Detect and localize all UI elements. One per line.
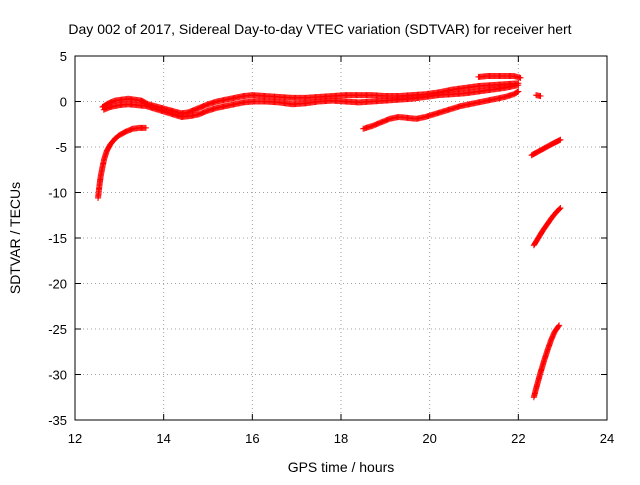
x-tick-label: 18 [334, 431, 348, 446]
data-point [514, 89, 521, 96]
x-tick-label: 12 [68, 431, 82, 446]
x-tick-label: 14 [156, 431, 170, 446]
y-tick-label: -25 [48, 322, 67, 337]
data-point [515, 88, 522, 95]
y-tick-label: 5 [60, 49, 67, 64]
y-tick-label: -35 [48, 413, 67, 428]
data-point [142, 124, 149, 131]
x-tick-label: 22 [511, 431, 525, 446]
x-tick-label: 20 [422, 431, 436, 446]
data-point [557, 204, 564, 211]
data-marks [95, 73, 564, 401]
ticks: 12 14 16 18 20 22 24 5 0 -5 -10 -15 -20 -25 -30 -35 [48, 49, 614, 446]
x-axis-label: GPS time / hours [288, 459, 395, 475]
data-point [557, 136, 564, 143]
data-point [556, 205, 563, 212]
y-tick-label: -15 [48, 231, 67, 246]
x-tick-label: 24 [600, 431, 614, 446]
y-tick-label: -20 [48, 277, 67, 292]
y-axis-label: SDTVAR / TECUs [7, 182, 23, 294]
y-tick-label: -30 [48, 368, 67, 383]
y-tick-label: -5 [55, 140, 67, 155]
chart-title: Day 002 of 2017, Sidereal Day-to-day VTE… [68, 21, 571, 37]
data-point [556, 322, 563, 329]
data-point [556, 137, 563, 144]
data-point [517, 74, 524, 81]
data-point [555, 323, 562, 330]
x-tick-label: 16 [245, 431, 259, 446]
y-tick-label: 0 [60, 95, 67, 110]
data-point [537, 93, 544, 100]
data-point [515, 82, 522, 89]
y-tick-label: -10 [48, 186, 67, 201]
